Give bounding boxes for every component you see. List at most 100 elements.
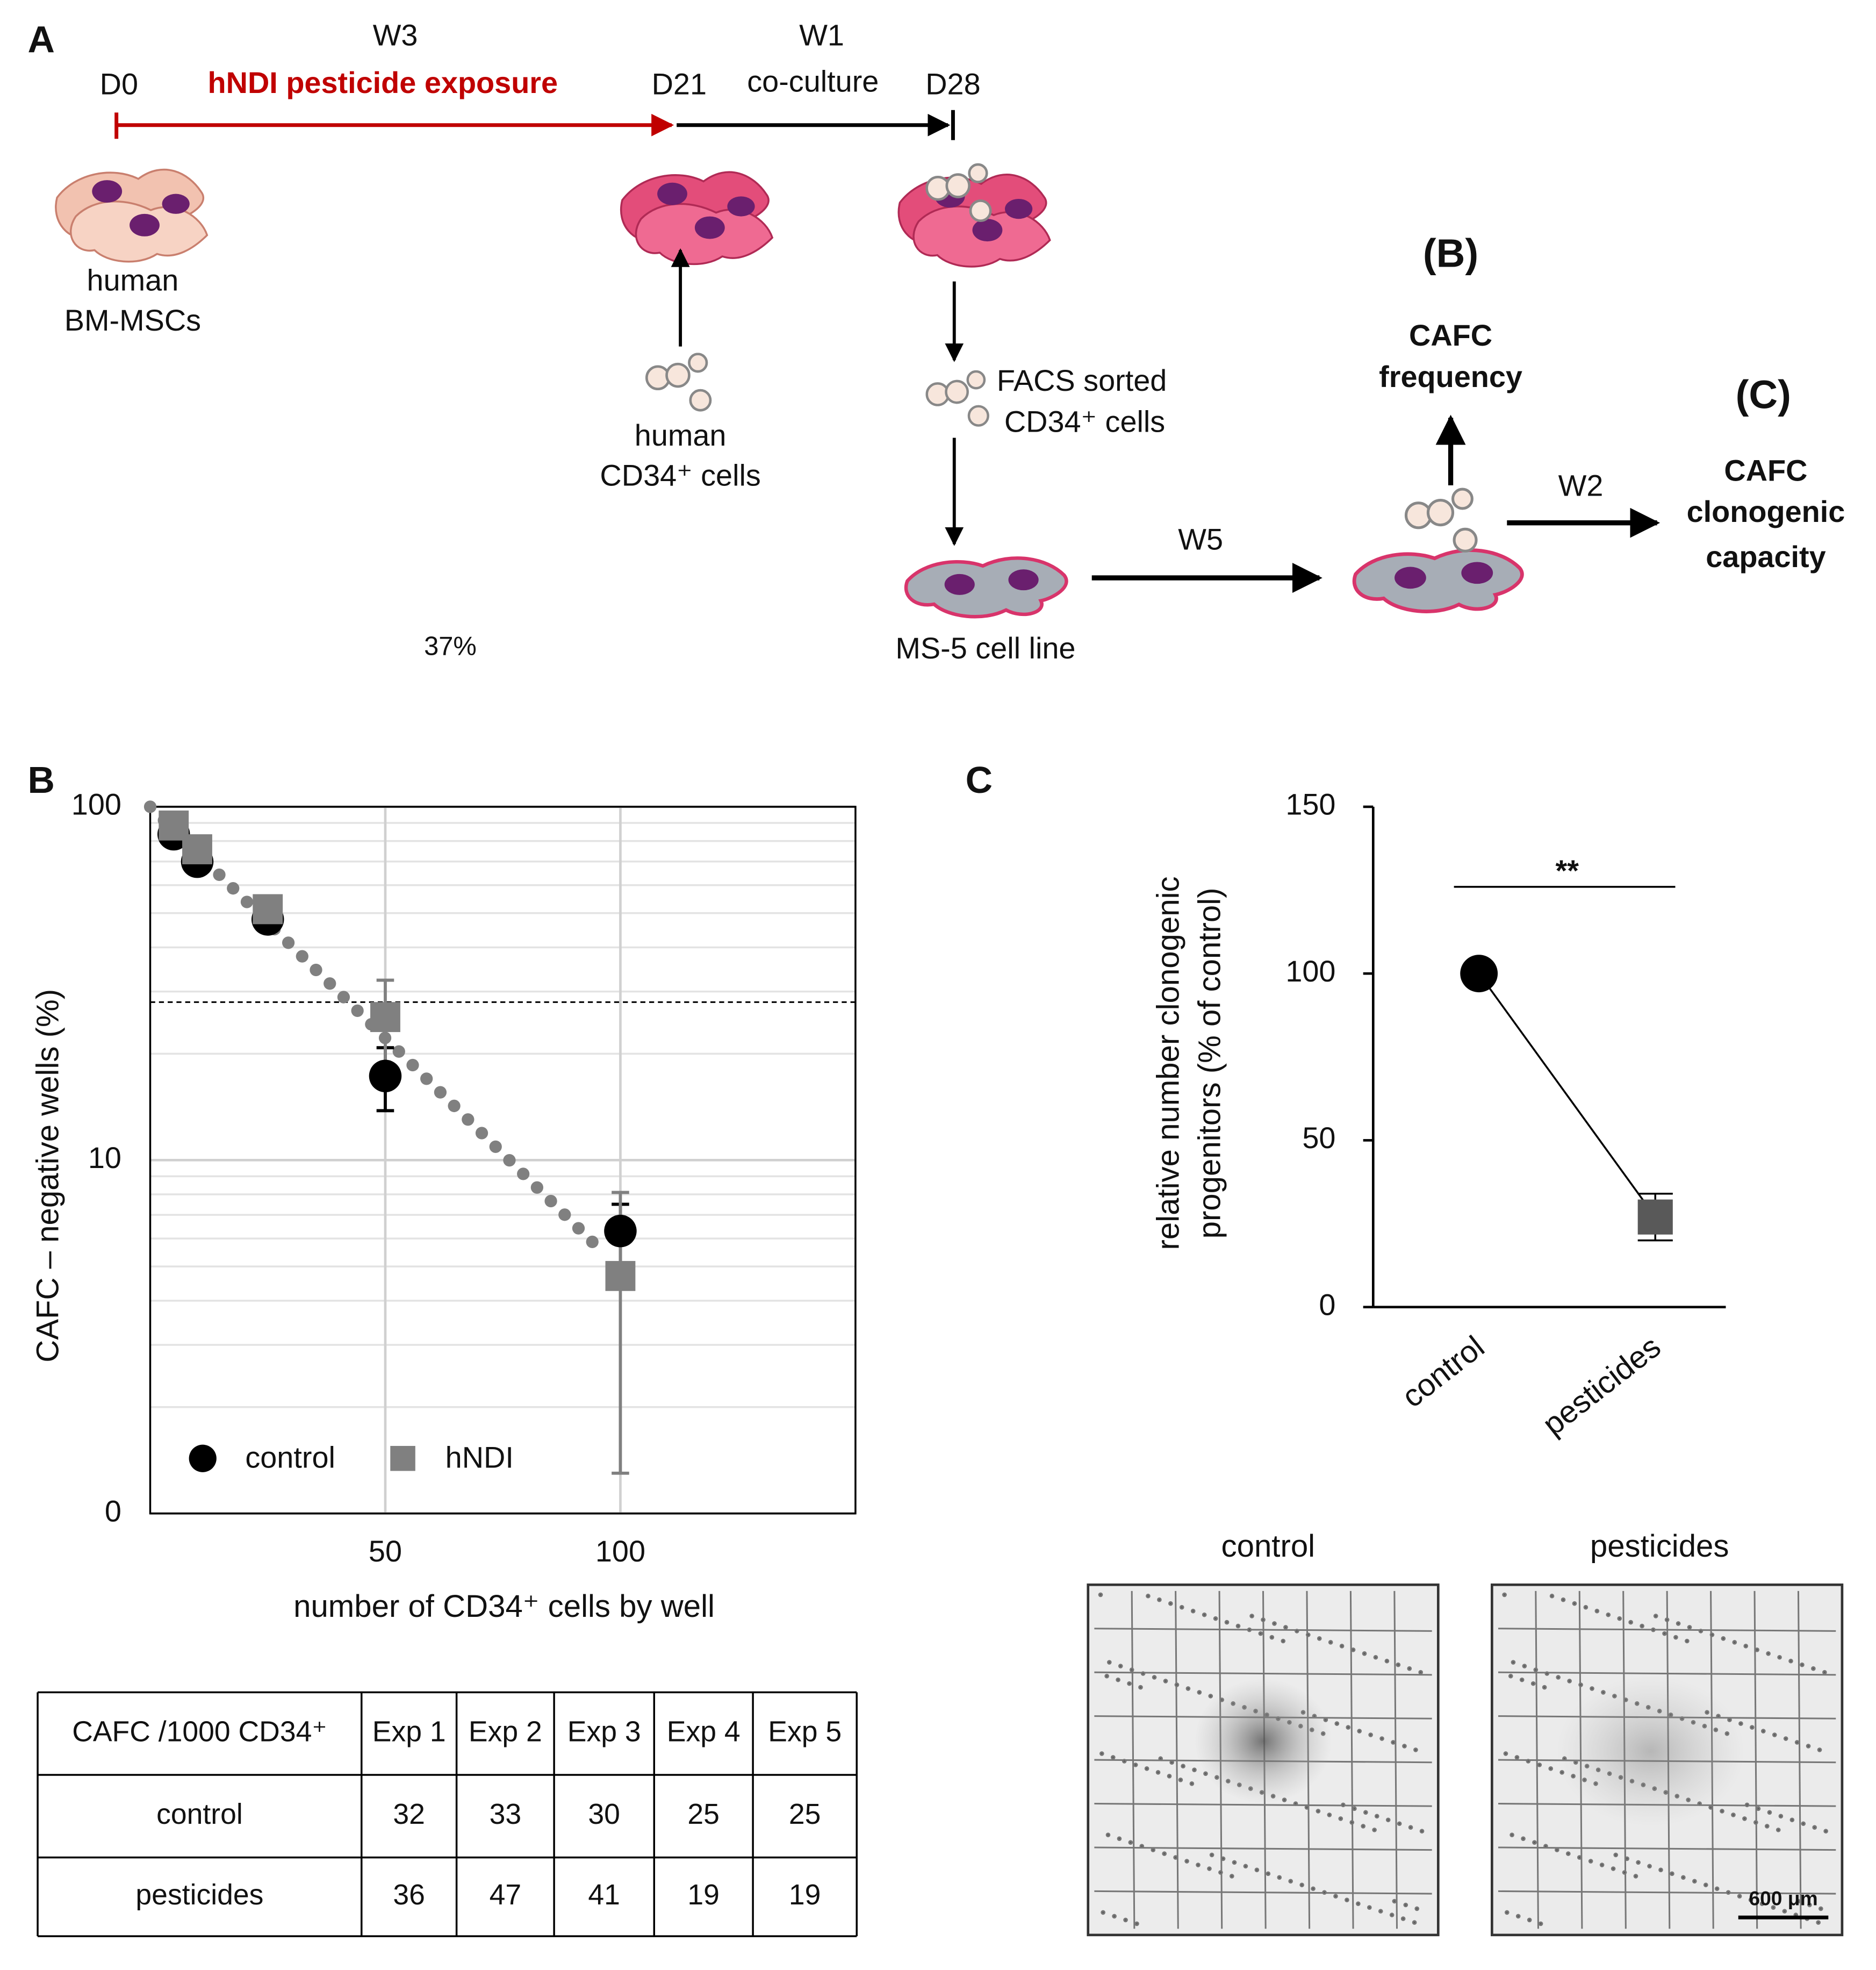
debris bbox=[1277, 1875, 1282, 1880]
debris bbox=[1133, 1763, 1138, 1767]
outcome-label: clonogenic bbox=[1687, 495, 1845, 528]
debris bbox=[1356, 1901, 1361, 1906]
debris bbox=[1533, 1667, 1539, 1672]
y-tick-label: 150 bbox=[1285, 787, 1335, 821]
debris bbox=[1105, 1832, 1111, 1837]
debris bbox=[1658, 1867, 1663, 1873]
debris bbox=[1801, 1821, 1806, 1826]
legend-marker bbox=[390, 1445, 415, 1471]
debris bbox=[1402, 1744, 1407, 1749]
debris bbox=[1299, 1882, 1304, 1888]
debris bbox=[1400, 1916, 1406, 1921]
debris bbox=[1281, 1638, 1286, 1644]
marker bbox=[604, 1214, 637, 1248]
debris bbox=[1714, 1886, 1720, 1892]
debris bbox=[1413, 1747, 1418, 1752]
debris bbox=[1373, 1654, 1378, 1660]
debris bbox=[1163, 1679, 1168, 1684]
debris bbox=[1384, 1658, 1390, 1664]
debris bbox=[1122, 1759, 1127, 1764]
table-cell: control bbox=[156, 1799, 243, 1830]
debris bbox=[1766, 1651, 1771, 1656]
x-tick-label: control bbox=[1396, 1329, 1491, 1415]
debris bbox=[1190, 1608, 1196, 1614]
x-tick-label: 100 bbox=[595, 1534, 645, 1568]
debris bbox=[1816, 1920, 1821, 1925]
debris bbox=[1526, 1759, 1531, 1764]
debris bbox=[1537, 1763, 1542, 1767]
debris bbox=[1272, 1621, 1277, 1626]
debris bbox=[1543, 1844, 1548, 1849]
debris bbox=[1613, 1852, 1619, 1858]
cd34-cells bbox=[927, 371, 988, 426]
y-tick-label: 100 bbox=[1285, 954, 1335, 988]
debris bbox=[1372, 1828, 1377, 1832]
x-tick-label: pesticides bbox=[1536, 1329, 1667, 1442]
debris bbox=[1555, 1847, 1559, 1852]
grid-line bbox=[1349, 1591, 1354, 1929]
debris bbox=[1676, 1621, 1681, 1626]
table-cell: 19 bbox=[687, 1879, 720, 1911]
debris bbox=[1819, 1906, 1823, 1911]
debris bbox=[1258, 1631, 1263, 1636]
cell-label: human bbox=[635, 418, 727, 452]
debris bbox=[1117, 1836, 1122, 1841]
debris bbox=[1664, 1617, 1670, 1622]
debris bbox=[1134, 1921, 1139, 1926]
debris bbox=[1544, 1671, 1550, 1676]
grid-line bbox=[1753, 1591, 1758, 1929]
debris bbox=[1807, 1902, 1812, 1908]
debris bbox=[1169, 1760, 1174, 1765]
debris bbox=[1611, 1866, 1616, 1871]
debris bbox=[1419, 1829, 1425, 1834]
day-label: D21 bbox=[652, 67, 707, 101]
legend-marker bbox=[189, 1444, 217, 1472]
debris bbox=[1755, 1647, 1759, 1652]
debris bbox=[1508, 1673, 1513, 1679]
debris bbox=[1209, 1852, 1214, 1858]
debris bbox=[1254, 1867, 1260, 1873]
table-cell: 36 bbox=[393, 1879, 425, 1911]
table-cell: Exp 5 bbox=[768, 1716, 842, 1747]
debris bbox=[1403, 1902, 1408, 1908]
debris bbox=[1578, 1682, 1583, 1687]
y-axis-title: progenitors (% of control) bbox=[1192, 887, 1227, 1238]
debris bbox=[1764, 1824, 1770, 1829]
marker bbox=[369, 1059, 402, 1093]
debris bbox=[1823, 1829, 1828, 1834]
debris bbox=[1759, 1901, 1765, 1906]
table-cell: Exp 4 bbox=[667, 1716, 741, 1747]
debris bbox=[1503, 1751, 1508, 1756]
ms5-cells bbox=[1354, 550, 1522, 612]
table-cell: Exp 2 bbox=[469, 1716, 542, 1747]
coculture-label: co-culture bbox=[747, 65, 879, 98]
table: CAFC /1000 CD34⁺ Exp 1 Exp 2 Exp 3 Exp 4 Exp … bbox=[37, 1691, 858, 1937]
colony bbox=[1194, 1678, 1332, 1804]
debris bbox=[1104, 1673, 1109, 1679]
debris bbox=[1101, 1910, 1105, 1915]
table-cell: 19 bbox=[789, 1879, 821, 1911]
debris bbox=[1599, 1862, 1605, 1867]
marker bbox=[1460, 955, 1498, 993]
debris bbox=[1510, 1832, 1514, 1837]
debris bbox=[1389, 1912, 1395, 1917]
debris bbox=[1794, 1740, 1800, 1745]
debris bbox=[1548, 1766, 1554, 1771]
debris bbox=[1583, 1604, 1589, 1610]
ms5-cells bbox=[906, 558, 1066, 617]
debris bbox=[1247, 1627, 1252, 1632]
grid-line bbox=[1094, 1846, 1432, 1851]
debris bbox=[1515, 1914, 1521, 1919]
debris bbox=[1778, 1814, 1784, 1819]
debris bbox=[1418, 1670, 1424, 1675]
marker bbox=[605, 1260, 636, 1291]
debris bbox=[1322, 1890, 1327, 1895]
debris bbox=[1185, 1686, 1191, 1691]
debris bbox=[1152, 1675, 1157, 1680]
debris bbox=[1243, 1864, 1248, 1869]
cell-label: BM-MSCs bbox=[64, 303, 201, 337]
debris bbox=[1207, 1866, 1212, 1871]
msc-cells bbox=[55, 168, 209, 263]
debris bbox=[1556, 1675, 1561, 1680]
table-cell: 41 bbox=[588, 1879, 620, 1911]
